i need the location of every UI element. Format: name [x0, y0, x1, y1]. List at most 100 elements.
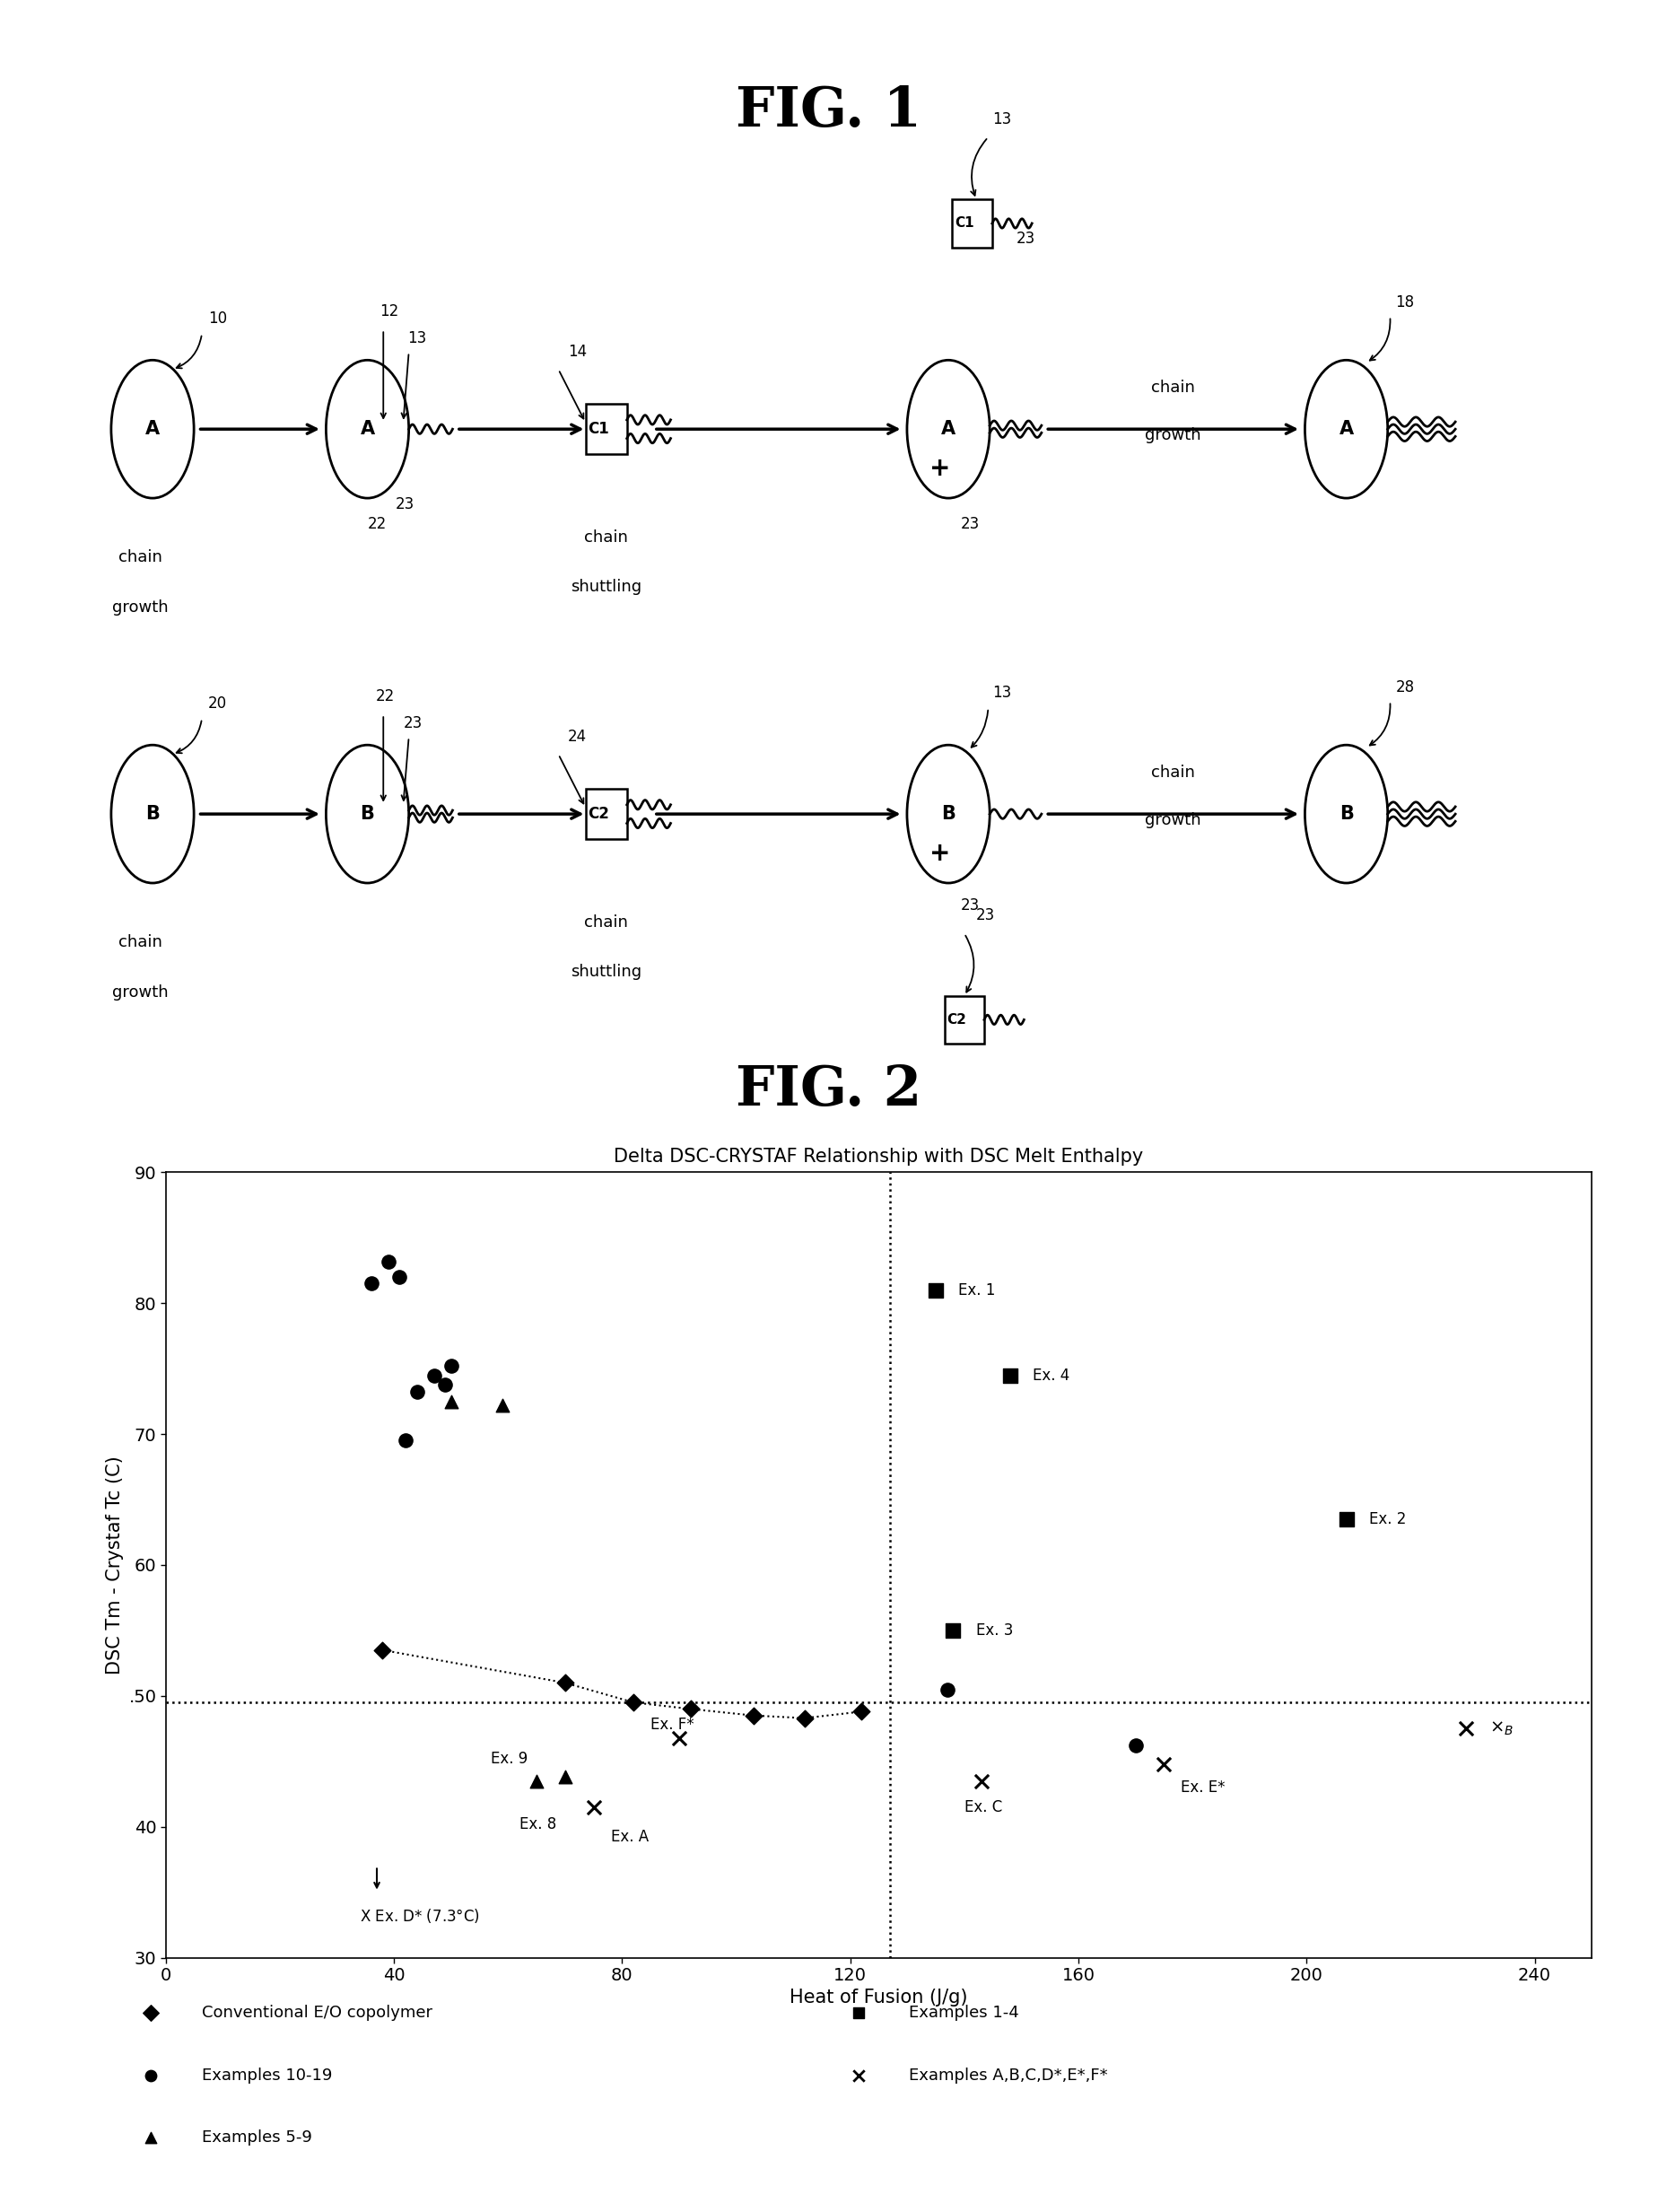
Point [403, 1374, 429, 1409]
Point [739, 1699, 766, 1734]
Point [846, 2057, 872, 2093]
Text: B: B [1340, 805, 1353, 823]
Text: Examples 1-4: Examples 1-4 [909, 2004, 1020, 2020]
Text: chain: chain [1151, 765, 1195, 781]
Text: Examples A,B,C,D*,E*,F*: Examples A,B,C,D*,E*,F* [909, 2068, 1108, 2084]
Text: shuttling: shuttling [570, 964, 642, 980]
Point [433, 1367, 459, 1402]
Point [1122, 1728, 1149, 1763]
Text: Ex. 1: Ex. 1 [958, 1283, 996, 1298]
Point [846, 1995, 872, 2031]
Text: 23: 23 [403, 714, 423, 732]
Text: chain: chain [1151, 380, 1195, 396]
Text: A: A [942, 420, 955, 438]
Point [138, 2119, 164, 2154]
Point [138, 1995, 164, 2031]
Text: Conventional E/O copolymer: Conventional E/O copolymer [202, 2004, 433, 2020]
Text: C1: C1 [589, 420, 608, 438]
Point [524, 1763, 550, 1798]
Point [358, 1265, 385, 1301]
Text: B: B [146, 805, 159, 823]
Point [489, 1387, 516, 1422]
Text: 23: 23 [960, 515, 980, 533]
Text: growth: growth [113, 984, 169, 1000]
Text: 13: 13 [991, 111, 1011, 128]
Point [1333, 1502, 1360, 1537]
Text: A: A [146, 420, 159, 438]
Point [552, 1666, 579, 1701]
Point [676, 1692, 703, 1728]
Text: chain: chain [119, 933, 162, 951]
Text: chain: chain [584, 914, 628, 931]
Text: 23: 23 [977, 907, 995, 925]
Text: shuttling: shuttling [570, 580, 642, 595]
Point [620, 1686, 647, 1721]
Text: Ex. 9: Ex. 9 [491, 1750, 527, 1767]
Point [438, 1385, 464, 1420]
Text: C1: C1 [955, 217, 975, 230]
Point [791, 1701, 817, 1736]
Text: FIG. 1: FIG. 1 [736, 84, 922, 137]
Text: 13: 13 [991, 686, 1011, 701]
Point [1452, 1710, 1479, 1745]
Text: +: + [930, 456, 952, 480]
Text: 23: 23 [1016, 230, 1035, 248]
Text: A: A [360, 420, 375, 438]
Point [421, 1358, 448, 1394]
Text: B: B [360, 805, 375, 823]
Text: 23: 23 [395, 495, 414, 513]
Text: chain: chain [119, 549, 162, 566]
Text: growth: growth [1146, 427, 1202, 442]
Text: Examples 5-9: Examples 5-9 [202, 2130, 312, 2146]
Text: Ex. 4: Ex. 4 [1033, 1367, 1069, 1382]
Text: Ex. 2: Ex. 2 [1370, 1511, 1406, 1526]
Text: 22: 22 [375, 688, 395, 706]
Text: 24: 24 [569, 728, 587, 745]
Point [922, 1272, 948, 1307]
Y-axis label: DSC Tm - Crystaf Tc (C): DSC Tm - Crystaf Tc (C) [106, 1455, 124, 1674]
Point [552, 1759, 579, 1794]
Text: 10: 10 [209, 310, 227, 327]
Text: growth: growth [1146, 812, 1202, 827]
Text: 13: 13 [408, 330, 426, 347]
Point [667, 1721, 693, 1756]
Text: 22: 22 [368, 515, 386, 533]
Text: X Ex. D* (7.3$\degree$C): X Ex. D* (7.3$\degree$C) [360, 1907, 479, 1924]
Title: Delta DSC-CRYSTAF Relationship with DSC Melt Enthalpy: Delta DSC-CRYSTAF Relationship with DSC … [613, 1148, 1144, 1166]
Text: 12: 12 [380, 303, 398, 321]
Point [968, 1763, 995, 1798]
Point [138, 2057, 164, 2093]
Point [933, 1672, 960, 1708]
Text: 14: 14 [569, 343, 587, 361]
Text: Ex. 8: Ex. 8 [519, 1816, 557, 1832]
Text: 23: 23 [960, 898, 980, 914]
Text: 18: 18 [1396, 294, 1414, 310]
Text: Examples 10-19: Examples 10-19 [202, 2068, 332, 2084]
Text: Ex. 3: Ex. 3 [975, 1621, 1013, 1639]
Point [438, 1349, 464, 1385]
Text: C2: C2 [589, 805, 608, 823]
Text: growth: growth [113, 599, 169, 615]
Point [375, 1243, 401, 1279]
Text: $\times_B$: $\times_B$ [1489, 1721, 1514, 1736]
Text: 20: 20 [209, 695, 227, 712]
Point [391, 1422, 418, 1458]
Point [849, 1694, 875, 1730]
Point [370, 1632, 396, 1668]
Text: A: A [1340, 420, 1353, 438]
Point [580, 1790, 607, 1825]
Text: Ex. E*: Ex. E* [1180, 1778, 1225, 1796]
Text: FIG. 2: FIG. 2 [736, 1064, 922, 1117]
Text: 28: 28 [1396, 679, 1414, 695]
Text: Ex. C: Ex. C [965, 1798, 1001, 1816]
Text: Ex. A: Ex. A [610, 1829, 648, 1845]
Point [386, 1259, 413, 1294]
Point [1151, 1745, 1177, 1781]
Text: chain: chain [584, 529, 628, 546]
Text: C2: C2 [947, 1013, 967, 1026]
Point [996, 1358, 1023, 1394]
Text: Ex. F*: Ex. F* [650, 1717, 695, 1732]
X-axis label: Heat of Fusion (J/g): Heat of Fusion (J/g) [789, 1989, 968, 2006]
Text: +: + [930, 841, 952, 865]
Point [940, 1613, 967, 1648]
